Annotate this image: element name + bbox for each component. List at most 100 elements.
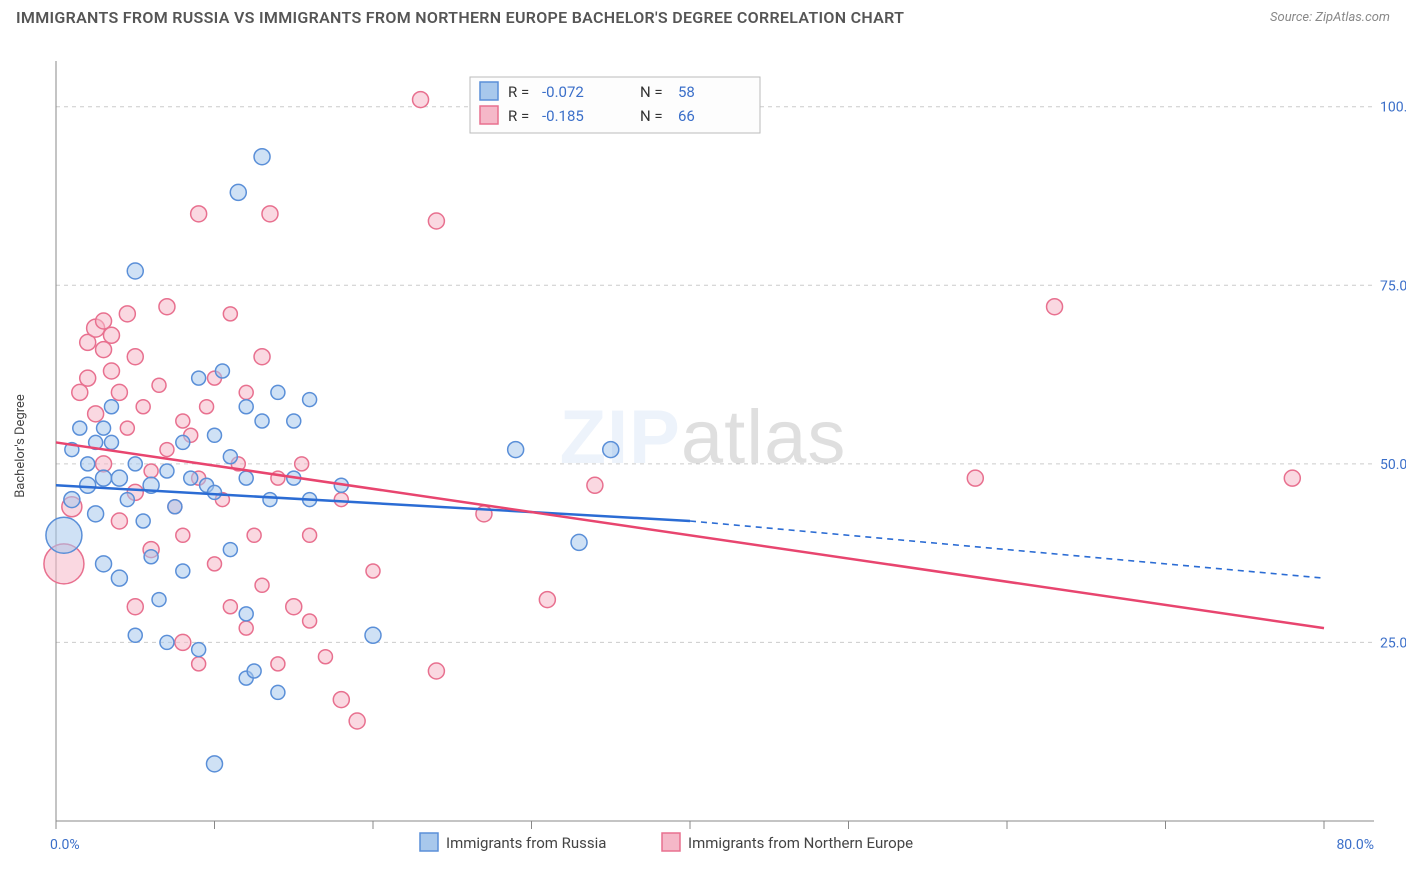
- data-point: [96, 470, 112, 486]
- scatter-chart: 25.0%50.0%75.0%100.0%0.0%80.0%Bachelor's…: [0, 31, 1406, 861]
- data-point: [192, 657, 206, 671]
- data-point: [428, 213, 444, 229]
- y-tick-label: 25.0%: [1380, 635, 1406, 651]
- data-point: [263, 493, 277, 507]
- data-point: [271, 685, 285, 699]
- data-point: [120, 493, 134, 507]
- data-point: [152, 378, 166, 392]
- data-point: [96, 313, 112, 329]
- data-point: [72, 384, 88, 400]
- data-point: [80, 370, 96, 386]
- data-point: [295, 457, 309, 471]
- data-point: [111, 513, 127, 529]
- chart-header: IMMIGRANTS FROM RUSSIA VS IMMIGRANTS FRO…: [0, 0, 1406, 31]
- data-point: [413, 92, 429, 108]
- data-point: [967, 470, 983, 486]
- legend-n-label: N =: [640, 107, 663, 125]
- data-point: [159, 299, 175, 315]
- y-axis-label: Bachelor's Degree: [13, 394, 28, 498]
- legend-n-value: 66: [678, 107, 695, 125]
- data-point: [144, 464, 158, 478]
- data-point: [239, 621, 253, 635]
- data-point: [366, 564, 380, 578]
- data-point: [587, 477, 603, 493]
- data-point: [207, 756, 223, 772]
- data-point: [152, 593, 166, 607]
- data-point: [239, 607, 253, 621]
- data-point: [160, 635, 174, 649]
- data-point: [254, 349, 270, 365]
- data-point: [103, 363, 119, 379]
- data-point: [168, 500, 182, 514]
- y-tick-label: 100.0%: [1380, 100, 1406, 116]
- data-point: [239, 400, 253, 414]
- bottom-legend-label: Immigrants from Russia: [446, 834, 606, 852]
- data-point: [88, 506, 104, 522]
- trend-line-neurope: [56, 442, 1324, 628]
- chart-area: 25.0%50.0%75.0%100.0%0.0%80.0%Bachelor's…: [0, 31, 1406, 861]
- data-point: [215, 364, 229, 378]
- data-point: [223, 543, 237, 557]
- data-point: [103, 327, 119, 343]
- data-point: [508, 442, 524, 458]
- data-point: [334, 493, 348, 507]
- x-tick-label: 80.0%: [1336, 837, 1374, 853]
- legend-swatch: [480, 82, 498, 100]
- data-point: [128, 628, 142, 642]
- data-point: [333, 692, 349, 708]
- data-point: [365, 627, 381, 643]
- legend-r-label: R =: [508, 107, 529, 125]
- data-point: [88, 406, 104, 422]
- data-point: [287, 414, 301, 428]
- data-point: [64, 492, 80, 508]
- data-point: [349, 713, 365, 729]
- data-point: [571, 534, 587, 550]
- y-tick-label: 50.0%: [1380, 457, 1406, 473]
- data-point: [255, 578, 269, 592]
- data-point: [176, 528, 190, 542]
- y-tick-label: 75.0%: [1380, 278, 1406, 294]
- data-point: [262, 206, 278, 222]
- data-point: [192, 643, 206, 657]
- data-point: [318, 650, 332, 664]
- data-point: [255, 414, 269, 428]
- data-point: [160, 464, 174, 478]
- data-point: [80, 477, 96, 493]
- data-point: [230, 184, 246, 200]
- data-point: [208, 557, 222, 571]
- data-point: [247, 528, 261, 542]
- data-point: [200, 400, 214, 414]
- data-point: [127, 349, 143, 365]
- data-point: [303, 393, 317, 407]
- data-point: [286, 599, 302, 615]
- chart-title: IMMIGRANTS FROM RUSSIA VS IMMIGRANTS FRO…: [16, 8, 904, 27]
- data-point: [303, 614, 317, 628]
- data-point: [176, 435, 190, 449]
- bottom-legend-swatch: [662, 833, 680, 851]
- data-point: [127, 263, 143, 279]
- data-point: [239, 385, 253, 399]
- legend-r-value: -0.185: [542, 107, 584, 125]
- data-point: [73, 421, 87, 435]
- data-point: [175, 634, 191, 650]
- data-point: [539, 592, 555, 608]
- legend-r-value: -0.072: [542, 83, 584, 101]
- data-point: [208, 428, 222, 442]
- data-point: [111, 570, 127, 586]
- data-point: [136, 514, 150, 528]
- data-point: [111, 384, 127, 400]
- data-point: [176, 564, 190, 578]
- data-point: [128, 457, 142, 471]
- data-point: [247, 664, 261, 678]
- data-point: [254, 149, 270, 165]
- data-point: [81, 457, 95, 471]
- data-point: [271, 385, 285, 399]
- data-point: [603, 442, 619, 458]
- data-point: [239, 471, 253, 485]
- bottom-legend-label: Immigrants from Northern Europe: [688, 834, 913, 852]
- data-point: [223, 600, 237, 614]
- data-point: [104, 435, 118, 449]
- data-point: [96, 342, 112, 358]
- legend-r-label: R =: [508, 83, 529, 101]
- data-point: [136, 400, 150, 414]
